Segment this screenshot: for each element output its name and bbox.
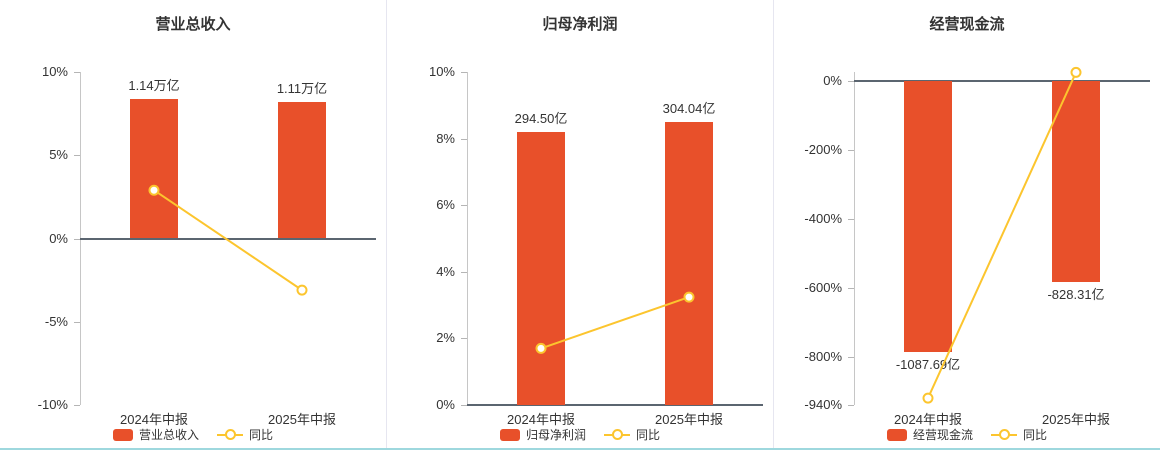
zero-axis-line — [854, 79, 1150, 82]
line-point — [296, 284, 308, 296]
bar-value-label: -1087.69亿 — [895, 357, 961, 373]
y-tick-mark — [848, 287, 854, 289]
y-tick-mark — [848, 149, 854, 151]
chart-title: 经营现金流 — [929, 16, 1005, 33]
y-tick-mark — [74, 321, 80, 323]
y-tick-mark — [461, 138, 467, 140]
legend-label: 同比 — [249, 428, 274, 442]
y-tick-mark — [848, 80, 854, 82]
legend-label: 同比 — [636, 428, 661, 442]
y-tick-label: -800% — [804, 348, 842, 364]
bar-value-label: 304.04亿 — [662, 100, 716, 116]
y-tick-mark — [74, 238, 80, 240]
bar-swatch-icon — [112, 428, 133, 441]
y-tick-label: 0% — [436, 397, 455, 412]
bar-value-label: 1.14万亿 — [128, 77, 180, 93]
line-swatch-icon — [604, 429, 630, 441]
x-axis-label: 2024年中报 — [894, 412, 962, 427]
bar-swatch-icon — [886, 428, 907, 441]
bar — [130, 98, 178, 239]
bar-value-label: -828.31亿 — [1047, 287, 1105, 303]
y-tick-mark — [74, 72, 80, 73]
y-tick-label: 2% — [436, 330, 455, 346]
y-tick-label: -200% — [804, 141, 842, 157]
bar-swatch-icon — [499, 428, 520, 441]
legend-label: 营业总收入 — [138, 428, 199, 442]
y-tick-mark — [848, 218, 854, 220]
bar-value-label: 294.50亿 — [514, 110, 568, 126]
bar — [517, 131, 565, 405]
y-axis-line — [854, 72, 855, 405]
zero-axis-line — [80, 237, 376, 240]
line-point — [922, 392, 934, 404]
x-axis-label: 2025年中报 — [268, 412, 336, 427]
chart-panel-net-profit: 归母净利润 归母净利润 同比 10% 8% 6% 4% 2% 0% 294.50亿 304.0… — [386, 0, 773, 448]
x-axis-label: 2025年中报 — [1042, 412, 1110, 427]
legend-item-bar[interactable]: 经营现金流 — [886, 426, 973, 443]
chart-legend: 归母净利润 同比 — [387, 426, 773, 443]
y-tick-label: 10% — [428, 64, 455, 79]
y-tick-mark — [461, 338, 467, 340]
y-tick-mark — [461, 405, 467, 406]
legend-label: 同比 — [1023, 428, 1048, 442]
y-tick-label: 5% — [49, 147, 68, 163]
chart-panel-cash-flow: 经营现金流 经营现金流 同比 0% -200% -400% -600% -800% -94… — [773, 0, 1160, 448]
legend-item-line[interactable]: 同比 — [991, 426, 1047, 443]
chart-legend: 营业总收入 同比 — [0, 426, 386, 443]
legend-item-bar[interactable]: 营业总收入 — [112, 426, 199, 443]
x-axis-label: 2025年中报 — [655, 412, 723, 427]
legend-label: 经营现金流 — [912, 428, 973, 442]
chart-panel-revenue: 营业总收入 营业总收入 同比 10% 5% 0% -5% -10% 1.14万亿 1.11万… — [0, 0, 386, 448]
line-point — [1070, 66, 1082, 78]
y-tick-label: 0% — [823, 72, 842, 88]
y-tick-label: -400% — [804, 210, 842, 226]
y-tick-mark — [461, 205, 467, 207]
y-tick-label: 8% — [436, 130, 455, 146]
y-tick-mark — [461, 72, 467, 73]
chart-title: 营业总收入 — [155, 16, 231, 33]
zero-axis-line — [467, 404, 763, 406]
y-tick-mark — [74, 405, 80, 406]
bar — [904, 80, 952, 353]
y-tick-label: 10% — [41, 64, 68, 79]
chart-title: 归母净利润 — [542, 16, 618, 33]
bar — [278, 101, 326, 239]
chart-legend: 经营现金流 同比 — [774, 426, 1160, 443]
y-tick-label: -600% — [804, 279, 842, 295]
line-swatch-icon — [991, 429, 1017, 441]
y-axis-line — [467, 72, 468, 405]
y-tick-mark — [848, 356, 854, 358]
y-tick-mark — [461, 271, 467, 273]
y-tick-label: 6% — [436, 197, 455, 213]
y-tick-label: -10% — [37, 397, 68, 412]
bar — [665, 121, 713, 405]
legend-label: 归母净利润 — [525, 428, 586, 442]
line-swatch-icon — [217, 429, 243, 441]
legend-item-line[interactable]: 同比 — [217, 426, 273, 443]
y-tick-label: -5% — [44, 313, 68, 329]
legend-item-line[interactable]: 同比 — [604, 426, 660, 443]
y-tick-mark — [848, 405, 854, 406]
y-tick-label: -940% — [804, 397, 842, 412]
y-tick-label: 4% — [436, 263, 455, 279]
x-axis-label: 2024年中报 — [120, 412, 188, 427]
y-tick-mark — [74, 155, 80, 157]
bar — [1052, 80, 1100, 283]
x-axis-label: 2024年中报 — [507, 412, 575, 427]
y-tick-label: 0% — [49, 230, 68, 246]
bar-value-label: 1.11万亿 — [276, 80, 328, 96]
legend-item-bar[interactable]: 归母净利润 — [499, 426, 586, 443]
